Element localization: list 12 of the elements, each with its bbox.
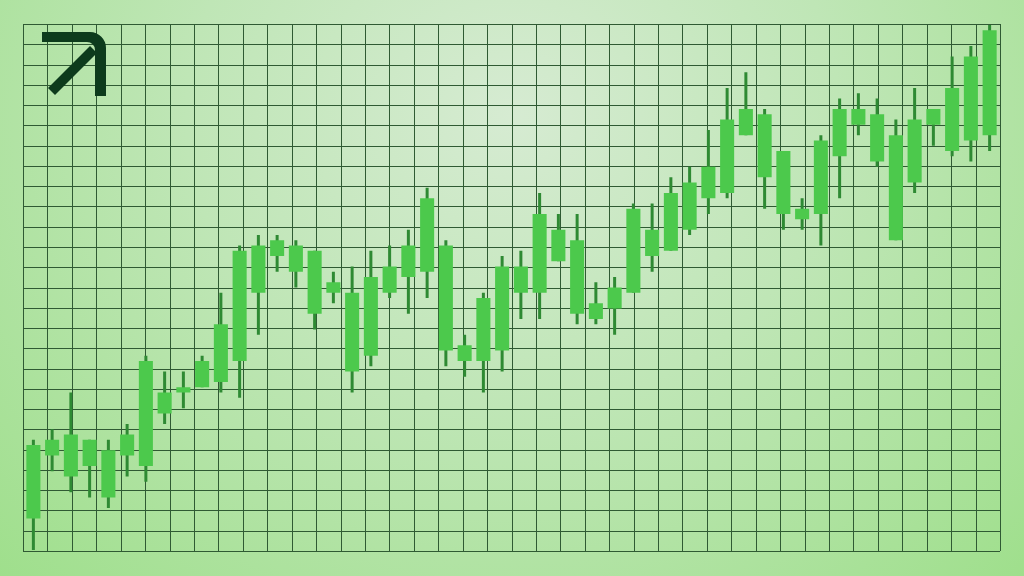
- candlestick: [457, 334, 472, 377]
- candlestick: [795, 198, 810, 230]
- candlestick: [270, 235, 285, 272]
- candlestick: [157, 371, 172, 424]
- candlestick: [176, 371, 191, 409]
- candlestick: [926, 109, 941, 146]
- candlestick: [45, 429, 60, 472]
- candlestick: [120, 424, 135, 477]
- candlestick: [851, 93, 866, 136]
- candlestick: [326, 271, 341, 304]
- candlestick: [588, 282, 603, 325]
- candlestick: [607, 277, 622, 335]
